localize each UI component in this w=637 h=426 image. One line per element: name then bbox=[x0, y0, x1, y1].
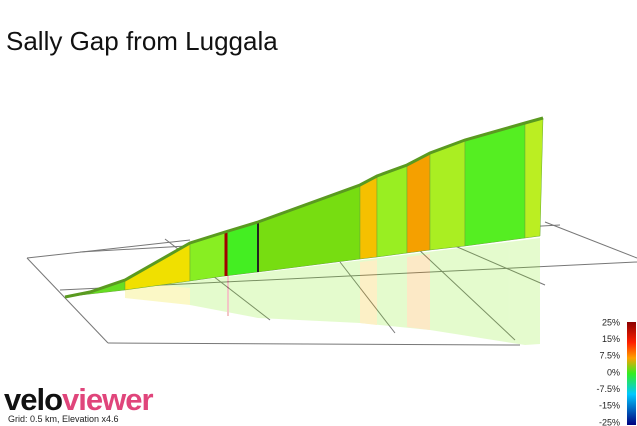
legend-label: 15% bbox=[602, 334, 620, 344]
logo-viewer: viewer bbox=[62, 382, 153, 417]
legend-label: 7.5% bbox=[599, 351, 620, 361]
color-scale bbox=[627, 322, 636, 425]
logo: veloviewer bbox=[4, 382, 153, 417]
legend-label: -7.5% bbox=[596, 384, 620, 394]
legend-label: 25% bbox=[602, 317, 620, 327]
legend: 25% 15% 7.5% 0% -7.5% -15% -25% bbox=[596, 317, 620, 426]
logo-velo: velo bbox=[4, 382, 62, 417]
legend-label: -25% bbox=[599, 417, 620, 426]
legend-label: -15% bbox=[599, 401, 620, 411]
reflection bbox=[65, 238, 540, 345]
elevation-wall bbox=[64, 116, 544, 299]
caption: Grid: 0.5 km, Elevation x4.6 bbox=[8, 414, 119, 424]
legend-label: 0% bbox=[607, 367, 620, 377]
title: Sally Gap from Luggala bbox=[6, 26, 278, 56]
